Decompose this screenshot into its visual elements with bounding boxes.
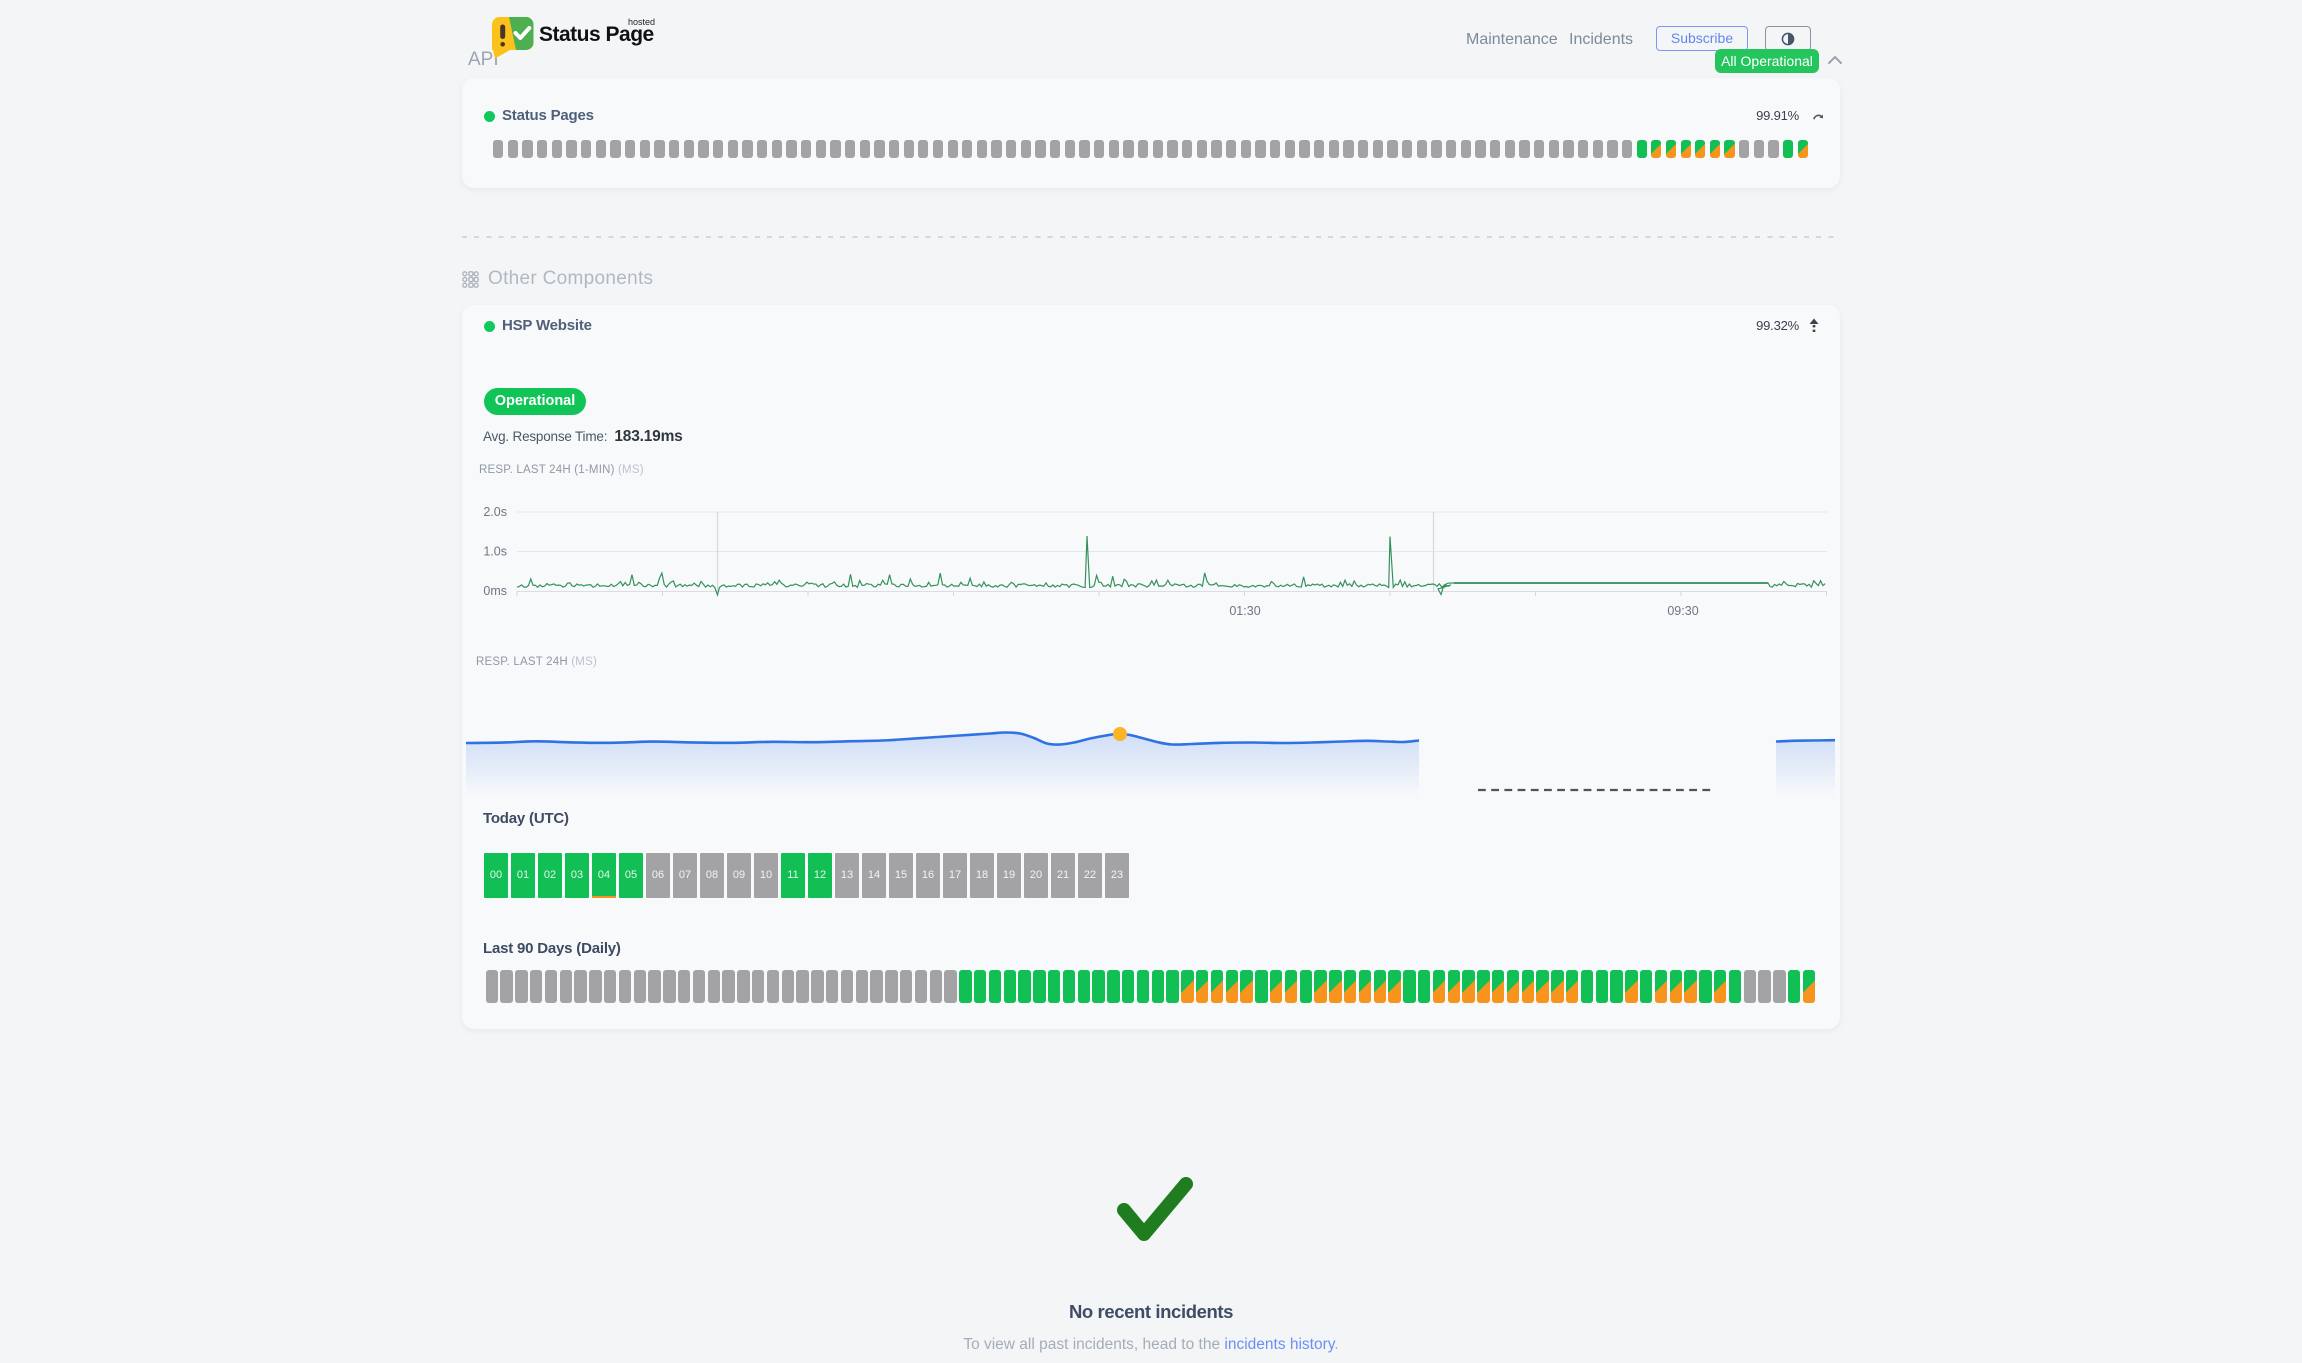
svg-text:09:30: 09:30 [1667, 604, 1698, 618]
svg-text:1.0s: 1.0s [483, 545, 507, 559]
svg-text:0ms: 0ms [483, 584, 507, 598]
svg-text:01:30: 01:30 [1229, 604, 1260, 618]
svg-text:2.0s: 2.0s [483, 505, 507, 519]
